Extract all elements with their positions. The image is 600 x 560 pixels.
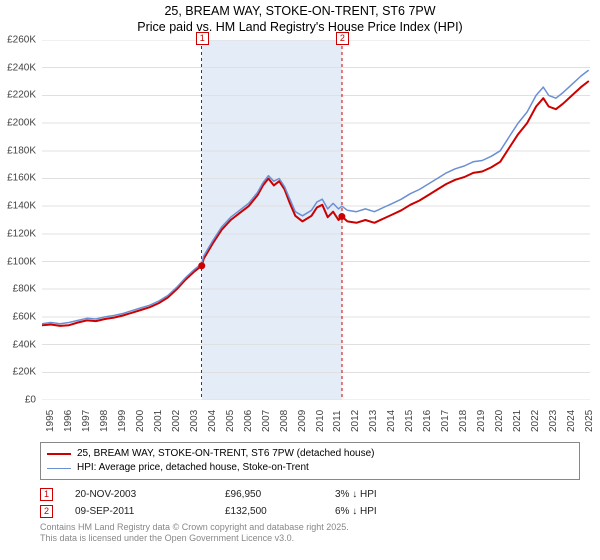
y-tick-label: £120K xyxy=(7,228,36,239)
x-tick-label: 1999 xyxy=(117,410,128,432)
x-tick-label: 2006 xyxy=(243,410,254,432)
y-tick-label: £60K xyxy=(13,311,36,322)
x-tick-label: 2001 xyxy=(153,410,164,432)
title-address: 25, BREAM WAY, STOKE-ON-TRENT, ST6 7PW xyxy=(0,4,600,20)
sale-diff: 6% ↓ HPI xyxy=(335,506,377,517)
x-tick-label: 2010 xyxy=(315,410,326,432)
x-tick-label: 2008 xyxy=(279,410,290,432)
y-tick-label: £160K xyxy=(7,173,36,184)
x-tick-label: 2002 xyxy=(171,410,182,432)
x-tick-label: 2016 xyxy=(422,410,433,432)
sales-table: 1 20-NOV-2003£96,9503% ↓ HPI 2 09-SEP-2011£… xyxy=(40,488,580,518)
legend-panel: 25, BREAM WAY, STOKE-ON-TRENT, ST6 7PW (… xyxy=(40,442,580,545)
y-tick-label: £200K xyxy=(7,118,36,129)
x-tick-label: 2000 xyxy=(135,410,146,432)
legend-label: 25, BREAM WAY, STOKE-ON-TRENT, ST6 7PW (… xyxy=(77,447,375,461)
legend-row: HPI: Average price, detached house, Stok… xyxy=(47,461,573,475)
y-tick-label: £140K xyxy=(7,201,36,212)
x-tick-label: 2015 xyxy=(404,410,415,432)
x-tick-label: 2024 xyxy=(566,410,577,432)
x-tick-label: 2018 xyxy=(458,410,469,432)
y-tick-label: £0 xyxy=(25,395,36,406)
x-tick-label: 1995 xyxy=(45,410,56,432)
marker-badge: 1 xyxy=(196,32,209,45)
y-axis-labels: £0£20K£40K£60K£80K£100K£120K£140K£160K£1… xyxy=(0,40,40,400)
x-tick-label: 2025 xyxy=(584,410,595,432)
x-tick-label: 2013 xyxy=(368,410,379,432)
x-tick-label: 2014 xyxy=(386,410,397,432)
x-tick-label: 2017 xyxy=(440,410,451,432)
sale-date: 20-NOV-2003 xyxy=(75,489,225,500)
x-tick-label: 2019 xyxy=(476,410,487,432)
y-tick-label: £20K xyxy=(13,367,36,378)
x-tick-label: 2007 xyxy=(261,410,272,432)
y-tick-label: £220K xyxy=(7,90,36,101)
legend-swatch xyxy=(47,468,71,469)
sale-date: 09-SEP-2011 xyxy=(75,506,225,517)
x-tick-label: 2012 xyxy=(350,410,361,432)
sale-badge: 1 xyxy=(40,488,53,501)
y-tick-label: £100K xyxy=(7,256,36,267)
x-tick-label: 2022 xyxy=(530,410,541,432)
x-tick-label: 1996 xyxy=(63,410,74,432)
credits: Contains HM Land Registry data © Crown c… xyxy=(40,522,580,545)
x-tick-label: 2009 xyxy=(297,410,308,432)
sale-diff: 3% ↓ HPI xyxy=(335,489,377,500)
x-tick-label: 1997 xyxy=(81,410,92,432)
sale-badge: 2 xyxy=(40,505,53,518)
x-tick-label: 2005 xyxy=(225,410,236,432)
x-tick-label: 1998 xyxy=(99,410,110,432)
sale-row: 1 20-NOV-2003£96,9503% ↓ HPI xyxy=(40,488,580,501)
legend-swatch xyxy=(47,453,71,455)
y-tick-label: £80K xyxy=(13,284,36,295)
legend-label: HPI: Average price, detached house, Stok… xyxy=(77,461,309,475)
legend-row: 25, BREAM WAY, STOKE-ON-TRENT, ST6 7PW (… xyxy=(47,447,573,461)
credit-line-2: This data is licensed under the Open Gov… xyxy=(40,533,580,544)
x-tick-label: 2003 xyxy=(189,410,200,432)
x-tick-label: 2011 xyxy=(332,410,343,432)
chart-container: 25, BREAM WAY, STOKE-ON-TRENT, ST6 7PW P… xyxy=(0,0,600,560)
x-tick-label: 2021 xyxy=(512,410,523,432)
title-block: 25, BREAM WAY, STOKE-ON-TRENT, ST6 7PW P… xyxy=(0,0,600,35)
y-tick-label: £180K xyxy=(7,145,36,156)
sale-row: 2 09-SEP-2011£132,5006% ↓ HPI xyxy=(40,505,580,518)
x-tick-label: 2004 xyxy=(207,410,218,432)
sale-price: £96,950 xyxy=(225,489,335,500)
marker-badge: 2 xyxy=(336,32,349,45)
y-tick-label: £240K xyxy=(7,62,36,73)
x-tick-label: 2020 xyxy=(494,410,505,432)
legend-box: 25, BREAM WAY, STOKE-ON-TRENT, ST6 7PW (… xyxy=(40,442,580,480)
y-tick-label: £260K xyxy=(7,35,36,46)
x-tick-label: 2023 xyxy=(548,410,559,432)
chart-plot-area: 12 xyxy=(42,40,590,400)
chart-svg xyxy=(42,40,590,400)
credit-line-1: Contains HM Land Registry data © Crown c… xyxy=(40,522,580,533)
sale-price: £132,500 xyxy=(225,506,335,517)
title-subtitle: Price paid vs. HM Land Registry's House … xyxy=(0,20,600,36)
y-tick-label: £40K xyxy=(13,339,36,350)
